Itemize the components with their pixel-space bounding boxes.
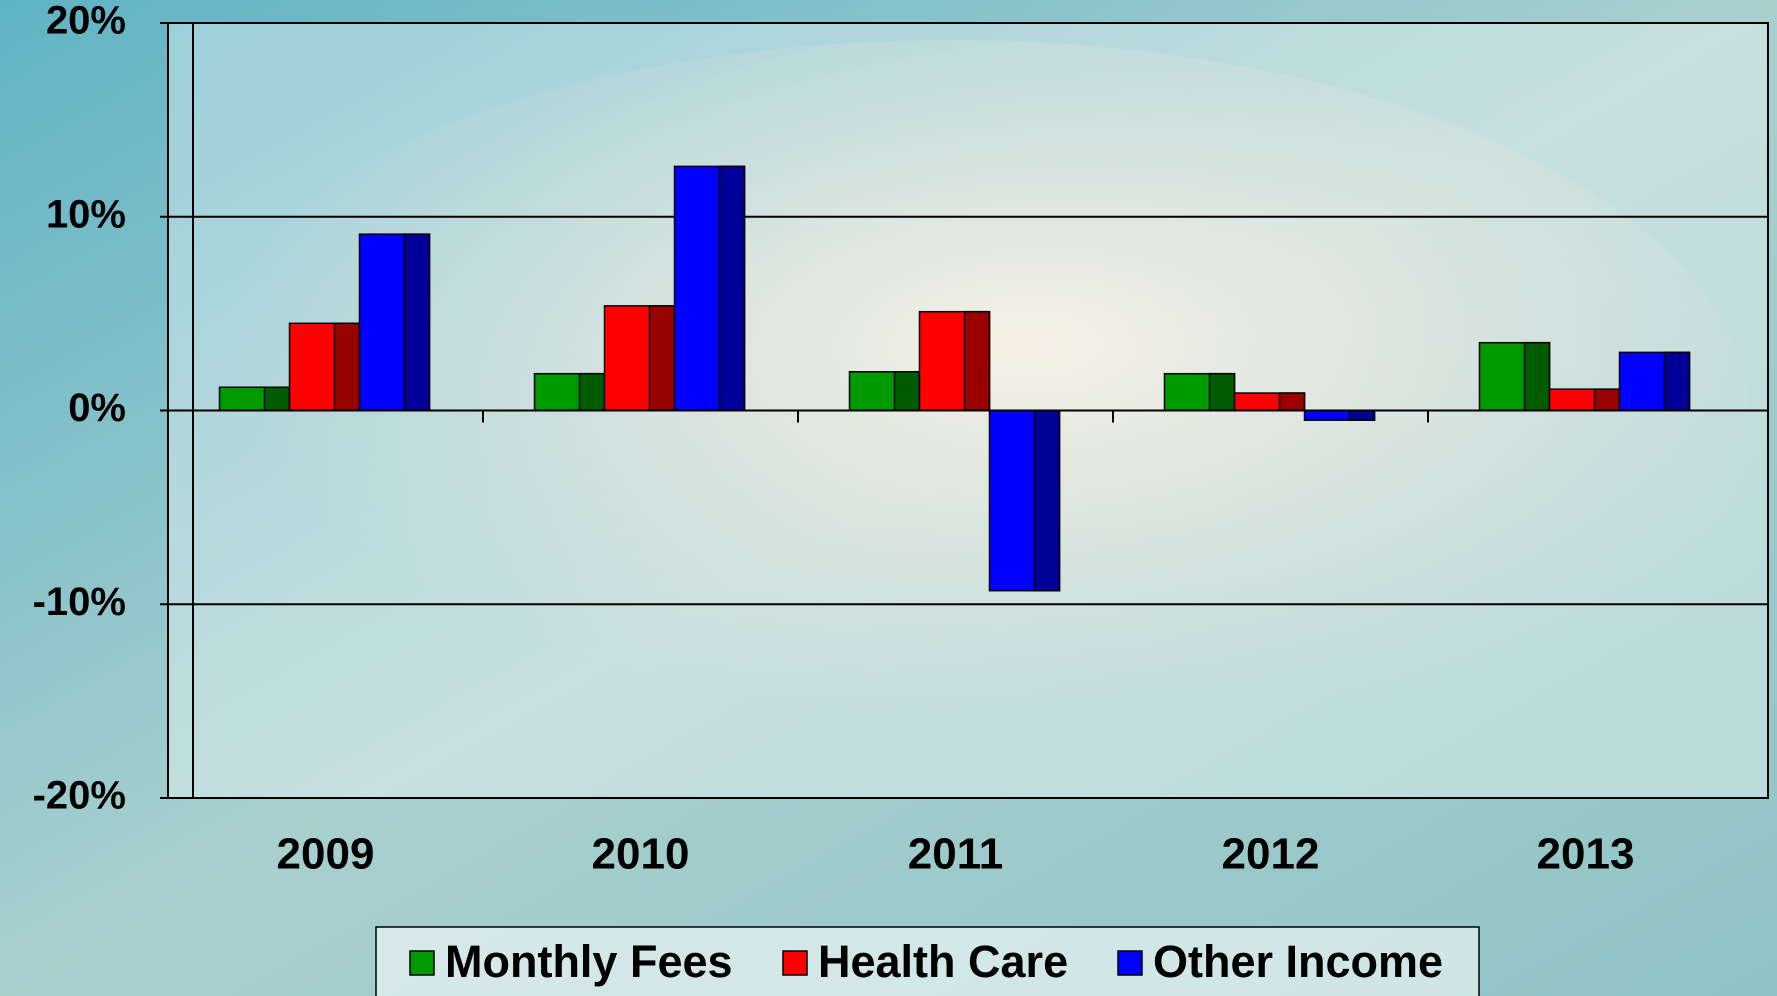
legend-swatch	[783, 951, 807, 975]
bar-side	[1210, 374, 1235, 411]
bar-side	[1665, 352, 1690, 410]
bar-side	[650, 306, 675, 411]
bar-side	[265, 387, 290, 410]
legend-label: Other Income	[1153, 936, 1443, 987]
y-tick-label: -20%	[33, 774, 126, 818]
bar-side	[1595, 389, 1620, 410]
legend-label: Health Care	[818, 936, 1068, 987]
x-tick-label: 2011	[908, 830, 1003, 879]
x-tick-label: 2010	[592, 830, 690, 879]
bar-side	[335, 323, 360, 410]
chart: -20% -10% 0% 10% 20% 2009 2010 2011 2012 2013 Mont…	[0, 0, 1777, 996]
x-tick-label: 2013	[1537, 830, 1635, 879]
x-tick-label: 2012	[1222, 830, 1320, 879]
y-tick-label: 0%	[68, 386, 126, 430]
legend-swatch	[1118, 951, 1142, 975]
bar-side	[895, 372, 920, 411]
x-tick-label: 2009	[277, 830, 375, 879]
bar-side	[580, 374, 605, 411]
y-tick-label: 10%	[46, 192, 126, 236]
bar-side	[1035, 411, 1060, 591]
y-tick-label: 20%	[46, 0, 126, 43]
bar-side	[1350, 411, 1375, 421]
bar-side	[1525, 343, 1550, 411]
bar-side	[965, 312, 990, 411]
legend-swatch	[410, 951, 434, 975]
bar-side	[720, 166, 745, 410]
legend-label: Monthly Fees	[445, 936, 733, 987]
bar-side	[405, 234, 430, 410]
bar-side	[1280, 393, 1305, 410]
y-tick-label: -10%	[33, 580, 126, 624]
